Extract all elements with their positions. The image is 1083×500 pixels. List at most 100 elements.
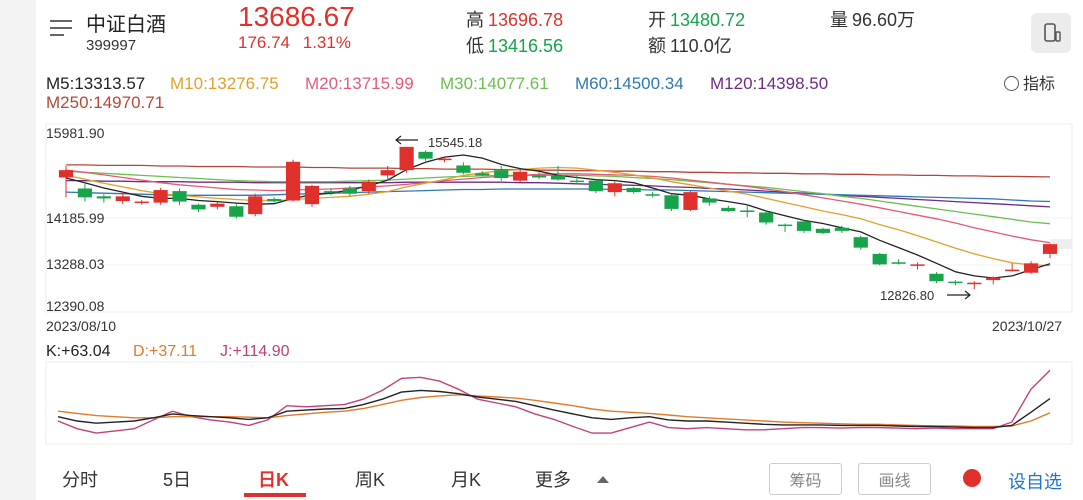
- candle-body: [664, 195, 679, 209]
- amount-value: 110.0亿: [670, 36, 732, 56]
- candle-body: [834, 227, 849, 231]
- tab-5day[interactable]: 5日: [163, 470, 192, 490]
- candle-body: [1005, 269, 1020, 272]
- set-favorite-button[interactable]: 设自选: [1008, 472, 1062, 492]
- ma120-line: [66, 179, 1051, 208]
- kdj-plot-frame: [45, 361, 1073, 445]
- record-icon[interactable]: [963, 469, 981, 487]
- kdj-j-line: [57, 369, 1051, 434]
- candle-body: [380, 170, 395, 176]
- candle-body: [740, 210, 755, 212]
- candle-body: [172, 191, 187, 202]
- min-arrowhead: [964, 290, 971, 300]
- kdj-k-line: [57, 389, 1051, 429]
- ma5-label: M5:13313.57: [46, 74, 146, 93]
- ma30-label: M30:14077.61: [440, 74, 549, 93]
- high-value: 13696.78: [488, 10, 564, 30]
- candle-body: [96, 196, 111, 199]
- candle-body: [777, 224, 793, 227]
- low-label: 低: [466, 36, 484, 56]
- change-abs: 176.74: [238, 33, 290, 52]
- tab-monthly-k[interactable]: 月K: [451, 470, 482, 490]
- tab-weekly-k[interactable]: 周K: [355, 470, 386, 490]
- ma10-label: M10:13276.75: [170, 74, 279, 93]
- max-annotation: 15545.18: [428, 135, 483, 150]
- kdj-k-label: K:+63.04: [46, 343, 111, 360]
- candle-body: [531, 175, 547, 178]
- stock-name: 中证白酒: [86, 14, 166, 36]
- candle-body: [399, 146, 414, 171]
- candle-body: [115, 196, 130, 202]
- candle-body: [759, 212, 774, 223]
- candle-body: [248, 196, 263, 215]
- candle-body: [191, 204, 206, 210]
- menu-icon[interactable]: [50, 20, 72, 36]
- kdj-d-line: [57, 394, 1051, 428]
- candle-body: [456, 165, 471, 173]
- candle-body: [645, 194, 660, 196]
- high-stat: 高 13696.78: [466, 6, 563, 32]
- candle-body: [607, 183, 622, 193]
- candle-body: [569, 180, 585, 183]
- candle-body: [285, 161, 301, 201]
- indicator-button[interactable]: 指标: [1004, 70, 1055, 94]
- tab-intraday[interactable]: 分时: [62, 470, 98, 490]
- candle-body: [550, 175, 566, 180]
- candle-body: [948, 281, 963, 284]
- candle-body: [229, 206, 244, 217]
- low-value: 13416.56: [488, 36, 564, 56]
- candle-body: [437, 158, 452, 161]
- open-value: 13480.72: [670, 10, 746, 30]
- landscape-toggle-icon[interactable]: [1031, 13, 1071, 53]
- kline-chart[interactable]: [0, 0, 1083, 460]
- stock-code: 399997: [86, 37, 137, 54]
- current-price: 13686.67: [238, 1, 355, 32]
- price-change: 176.74 1.31%: [238, 33, 351, 53]
- chips-button[interactable]: 筹码: [769, 463, 842, 495]
- candle-body: [361, 181, 376, 192]
- tab-more[interactable]: 更多: [535, 470, 571, 490]
- candle-body: [626, 187, 641, 193]
- candle-body: [986, 277, 1001, 281]
- kdj-d-label: D:+37.11: [133, 343, 198, 360]
- candle-body: [134, 201, 149, 204]
- candle-body: [153, 190, 168, 203]
- candle-body: [702, 198, 717, 203]
- chevron-up-icon[interactable]: [597, 476, 609, 483]
- open-label: 开: [648, 10, 666, 30]
- candle-body: [77, 188, 93, 198]
- candle-body: [891, 262, 906, 264]
- tab-daily-k[interactable]: 日K: [258, 470, 289, 490]
- indicator-label: 指标: [1023, 76, 1056, 93]
- low-stat: 低 13416.56: [466, 32, 563, 58]
- amount-label: 额: [648, 36, 666, 56]
- active-tab-indicator: [244, 493, 306, 497]
- candle-body: [683, 192, 698, 210]
- y-tick-2: 14185.99: [46, 210, 105, 226]
- candle-body: [475, 173, 490, 176]
- y-tick-top: 15981.90: [46, 125, 105, 141]
- kdj-j-label: J:+114.90: [220, 343, 290, 360]
- volume-stat: 量 96.60万: [830, 6, 915, 32]
- y-tick-3: 13288.03: [46, 256, 105, 272]
- volume-value: 96.60万: [852, 10, 916, 30]
- candle-body: [588, 180, 603, 192]
- candle-body: [1023, 263, 1039, 273]
- high-label: 高: [466, 10, 484, 30]
- volume-label: 量: [830, 10, 848, 30]
- change-pct: 1.31%: [302, 33, 351, 52]
- candle-body: [815, 228, 831, 233]
- ma60-line: [65, 188, 1051, 203]
- candle-body: [267, 198, 282, 202]
- ma250-label: M250:14970.71: [46, 93, 165, 112]
- candle-body: [910, 264, 925, 266]
- candle-body: [323, 191, 339, 193]
- ma120-label: M120:14398.50: [710, 74, 829, 93]
- amount-stat: 额 110.0亿: [648, 32, 732, 58]
- candle-body: [494, 170, 509, 179]
- min-annotation: 12826.80: [880, 288, 935, 303]
- draw-line-button[interactable]: 画线: [858, 463, 931, 495]
- price-marker: [1050, 239, 1072, 250]
- candle-body: [853, 237, 868, 248]
- candle-body: [929, 273, 944, 282]
